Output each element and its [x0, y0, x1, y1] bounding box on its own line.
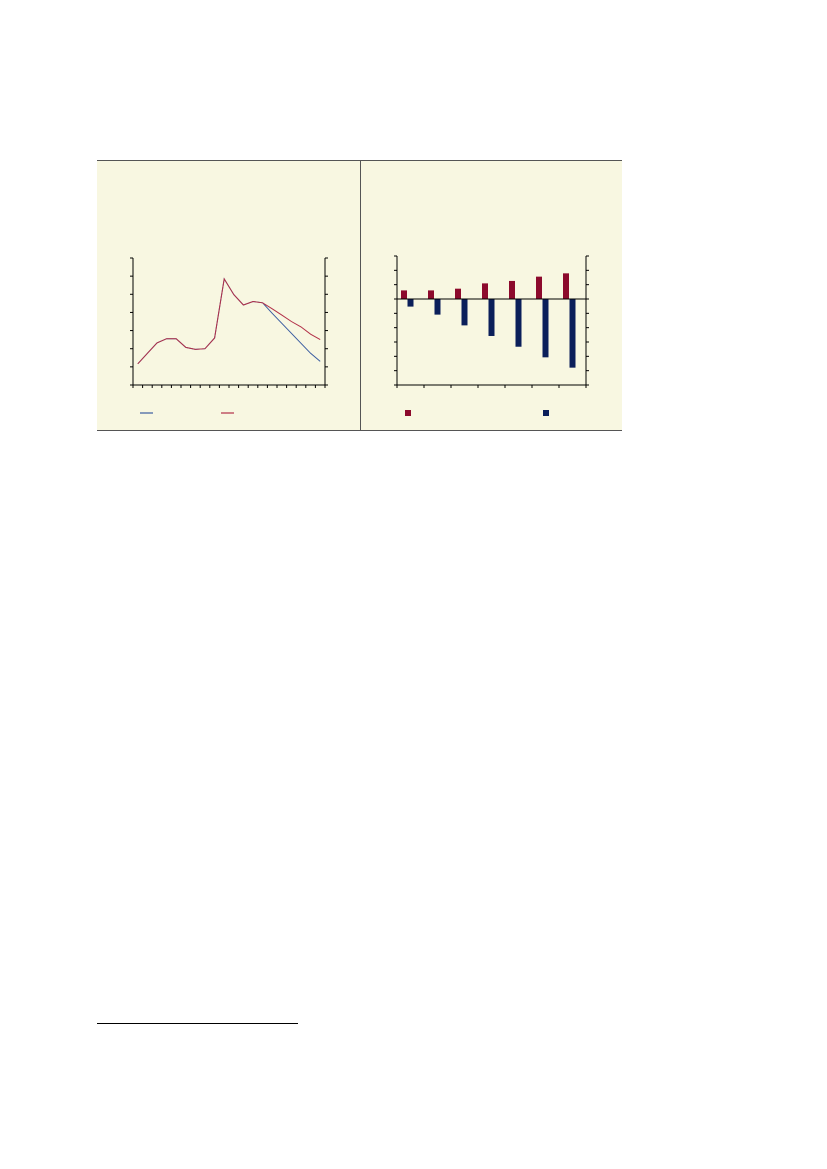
bar-series-1 [509, 280, 515, 299]
bar-series-1 [428, 290, 434, 299]
bar-chart [394, 255, 589, 416]
legend-swatch-series-1 [405, 410, 411, 416]
bar-series-1 [482, 283, 488, 299]
bar-series-1 [536, 276, 542, 299]
chart-panel [97, 160, 622, 430]
bar-series-2 [434, 299, 441, 315]
bar-series-1 [455, 288, 461, 299]
bar-series-2 [488, 299, 495, 336]
legend-swatch-series-2 [543, 410, 549, 416]
line-series-2 [137, 277, 321, 365]
bar-series-2 [407, 299, 414, 307]
bar-series-1 [563, 273, 569, 299]
bar-series-2 [515, 299, 522, 347]
line-chart [130, 257, 328, 414]
bar-series-2 [569, 299, 576, 368]
bar-series-2 [461, 299, 468, 326]
bar-series-2 [542, 299, 549, 358]
bar-series-1 [401, 290, 407, 299]
